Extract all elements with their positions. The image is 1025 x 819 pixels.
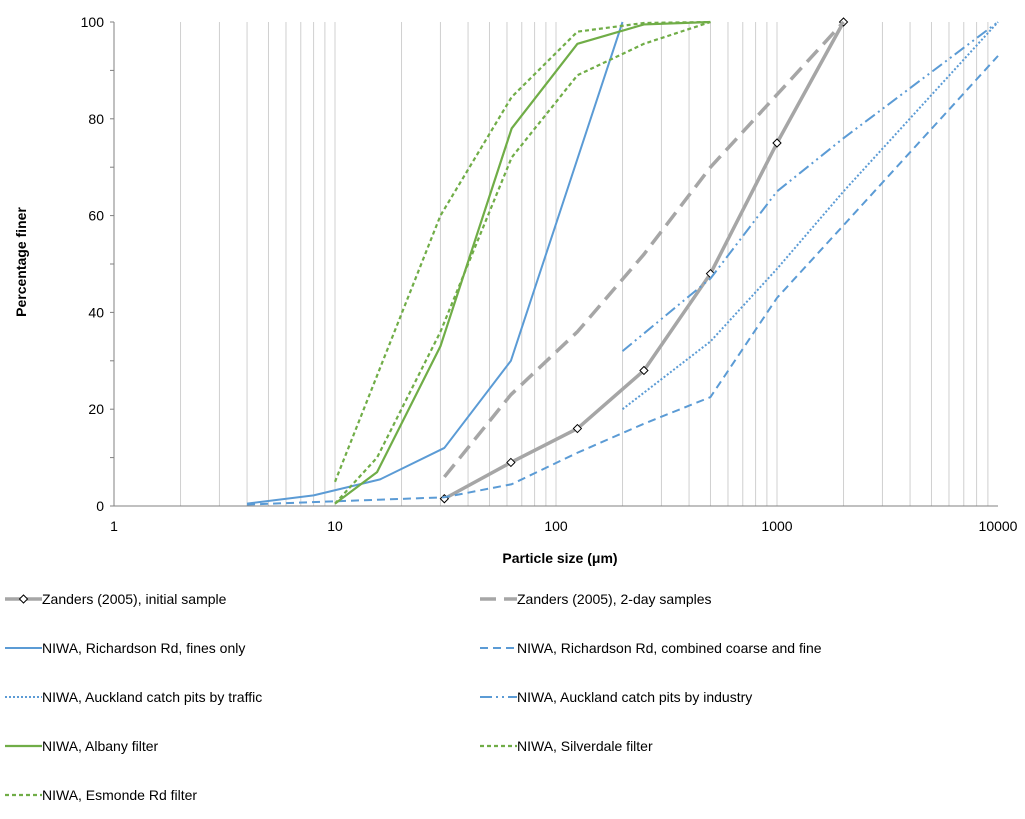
grid-layer (180, 22, 989, 506)
y-axis-title: Percentage finer (13, 207, 29, 317)
legend-label: NIWA, Albany filter (42, 738, 159, 754)
legend-item: NIWA, Albany filter (5, 738, 159, 754)
axes-layer (110, 21, 998, 507)
series-4 (247, 55, 999, 506)
legend-label: NIWA, Richardson Rd, fines only (42, 640, 245, 656)
series-layer (246, 17, 999, 506)
legend-item: Zanders (2005), 2-day samples (480, 591, 712, 607)
series-line (333, 20, 711, 483)
y-tick-label: 40 (88, 304, 104, 320)
data-point-marker (639, 365, 649, 376)
data-point-marker (572, 423, 583, 434)
legend: Zanders (2005), initial sample Zanders (2… (5, 591, 822, 803)
series-9 (334, 20, 711, 505)
y-tick-label: 20 (88, 401, 104, 417)
legend-label: NIWA, Richardson Rd, combined coarse and… (517, 640, 822, 656)
series-line (247, 55, 999, 506)
series-line (246, 21, 624, 505)
data-point-marker (772, 138, 782, 148)
y-tick-label: 100 (81, 14, 105, 30)
series-1 (439, 17, 849, 504)
x-tick-label: 1000 (761, 518, 792, 534)
y-tick-label: 80 (88, 111, 104, 127)
series-line (621, 21, 999, 352)
series-5 (621, 21, 999, 410)
legend-label: NIWA, Auckland catch pits by traffic (42, 689, 262, 705)
legend-item: NIWA, Richardson Rd, fines only (5, 640, 245, 656)
data-point-marker (18, 594, 29, 604)
x-tick-label: 1 (110, 518, 118, 534)
data-point-marker (506, 457, 516, 468)
series-6 (621, 21, 999, 352)
x-tick-label: 10000 (979, 518, 1018, 534)
series-8 (333, 20, 711, 483)
series-line (621, 21, 999, 410)
x-tick-label: 10 (327, 518, 343, 534)
legend-item: NIWA, Richardson Rd, combined coarse and… (480, 640, 822, 656)
series-line (334, 20, 711, 505)
series-2 (442, 20, 845, 479)
y-tick-label: 0 (96, 498, 104, 514)
legend-item: NIWA, Auckland catch pits by traffic (5, 689, 262, 705)
legend-label: NIWA, Esmonde Rd filter (42, 787, 197, 803)
series-3 (246, 21, 624, 505)
legend-item: NIWA, Silverdale filter (480, 738, 653, 754)
series-line (442, 20, 845, 479)
ticks-layer: 1 10 100 1000 10000 0 20 40 60 80 100 (81, 14, 1018, 534)
x-axis-title: Particle size (μm) (502, 550, 617, 566)
y-tick-label: 60 (88, 208, 104, 224)
x-tick-label: 100 (544, 518, 568, 534)
legend-item: Zanders (2005), initial sample (5, 591, 227, 607)
legend-label: NIWA, Silverdale filter (517, 738, 653, 754)
legend-label: NIWA, Auckland catch pits by industry (517, 689, 752, 705)
legend-item: NIWA, Auckland catch pits by industry (480, 689, 752, 705)
legend-label: Zanders (2005), initial sample (42, 591, 227, 607)
legend-item: NIWA, Esmonde Rd filter (5, 787, 197, 803)
series-7 (334, 20, 711, 505)
legend-label: Zanders (2005), 2-day samples (517, 591, 712, 607)
series-line (334, 20, 711, 505)
